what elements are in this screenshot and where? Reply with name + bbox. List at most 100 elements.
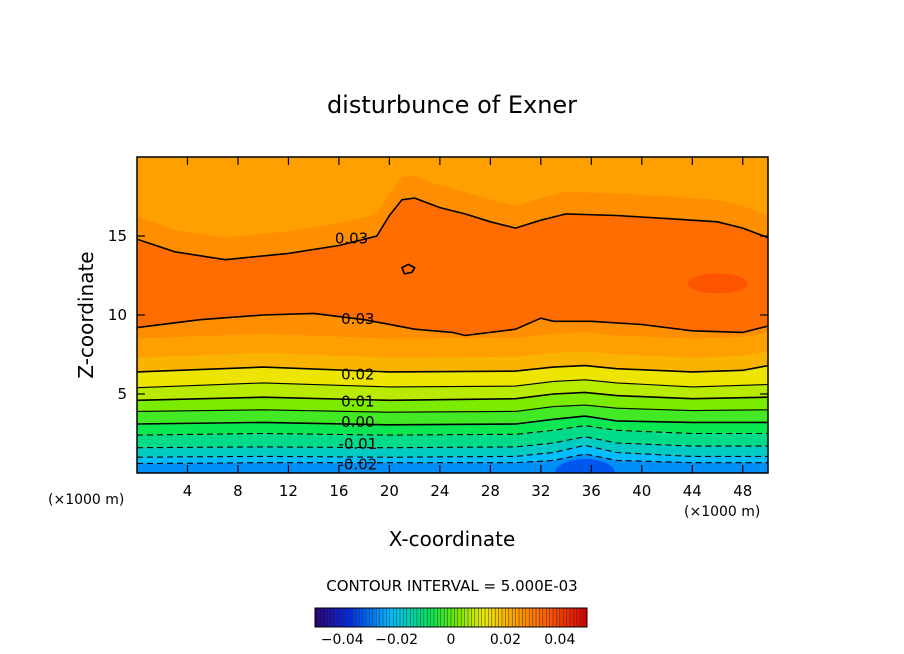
x-tick-label: 48 xyxy=(733,482,752,500)
colorbar-cell xyxy=(434,608,438,627)
x-tick-label: 44 xyxy=(683,482,702,500)
x-tick-label: 36 xyxy=(582,482,601,500)
field-core xyxy=(687,273,748,294)
contour-line xyxy=(137,364,768,373)
colorbar-cell xyxy=(383,608,387,627)
x-tick-label: 16 xyxy=(329,482,348,500)
y-tick-label: 5 xyxy=(117,385,127,403)
colorbar-tick-label: 0.02 xyxy=(490,632,521,648)
colorbar-cell xyxy=(532,608,537,627)
contour-line-negative xyxy=(137,425,768,436)
colorbar-cell xyxy=(542,608,547,627)
colorbar-cell xyxy=(522,608,527,627)
colorbar-cell xyxy=(447,608,452,627)
colorbar-cell xyxy=(505,608,510,627)
colorbar-cell xyxy=(451,608,455,627)
colorbar-cell xyxy=(498,608,503,627)
colorbar-cell xyxy=(332,608,336,627)
colorbar-cell xyxy=(525,608,530,627)
colorbar-cell xyxy=(345,608,350,627)
contour-line xyxy=(137,404,768,413)
field-band xyxy=(137,416,768,436)
colorbar-cell xyxy=(474,608,479,627)
colorbar-cell xyxy=(566,608,571,627)
colorbar-cell xyxy=(481,608,486,627)
x-tick-label: 20 xyxy=(380,482,399,500)
colorbar-cell xyxy=(464,608,469,627)
colorbar-cell xyxy=(485,608,489,627)
y-axis-label: Z-coordinate xyxy=(74,251,98,378)
x-unit-right: (×1000 m) xyxy=(684,504,760,520)
colorbar-cell xyxy=(583,608,588,627)
colorbar-cell xyxy=(444,608,448,627)
colorbar-tick-label: 0.04 xyxy=(544,632,575,648)
colorbar-cell xyxy=(580,608,584,627)
colorbar-cell xyxy=(420,608,425,627)
colorbar-cell xyxy=(563,608,567,627)
colorbar-cell xyxy=(559,608,564,627)
colorbar-cell xyxy=(573,608,578,627)
colorbar-cell xyxy=(359,608,363,627)
colorbar-cell xyxy=(546,608,550,627)
colorbar-cell xyxy=(570,608,574,627)
colorbar-cell xyxy=(369,608,374,627)
colorbar-cell xyxy=(349,608,353,627)
colorbar-cell xyxy=(389,608,394,627)
colorbar-cell xyxy=(400,608,404,627)
colorbar-cell xyxy=(423,608,428,627)
contour-line xyxy=(137,312,768,337)
colorbar-cell xyxy=(315,608,319,627)
field-band xyxy=(137,157,768,238)
colorbar-cell xyxy=(478,608,482,627)
contour-label: 0.03 xyxy=(341,310,374,328)
contour-line-negative xyxy=(137,444,768,458)
field-band xyxy=(137,351,768,372)
colorbar-cell xyxy=(553,608,557,627)
colorbar-cell xyxy=(508,608,513,627)
colorbar-tick-label: 0 xyxy=(447,632,456,648)
colorbar-cell xyxy=(393,608,397,627)
colorbar-cell xyxy=(386,608,391,627)
x-axis: 4 8 12 16 20 24 28 32 36 40 44 48 xyxy=(183,157,752,500)
x-axis-label: X-coordinate xyxy=(389,527,516,551)
x-tick-label: 24 xyxy=(430,482,449,500)
colorbar-cell xyxy=(413,608,418,627)
colorbar-cell xyxy=(403,608,408,627)
colorbar-cell xyxy=(321,608,326,627)
contour-lines xyxy=(137,197,768,465)
y-axis: 5 10 15 xyxy=(108,227,768,403)
colorbar-cell xyxy=(396,608,401,627)
contour-label: 0.01 xyxy=(341,392,374,410)
contour-label: -0.02 xyxy=(338,456,377,474)
contour-interval-text: CONTOUR INTERVAL = 5.000E-03 xyxy=(326,577,577,595)
colorbar-tick-label: −0.02 xyxy=(375,632,418,648)
contour-line-negative xyxy=(137,453,768,465)
contour-label: 0.02 xyxy=(341,366,374,384)
colorbar-cell xyxy=(338,608,343,627)
colorbar-cell xyxy=(335,608,340,627)
colorbar-ticks: −0.04 −0.02 0 0.02 0.04 xyxy=(321,632,576,648)
field-band xyxy=(137,379,768,401)
contour-line xyxy=(137,379,768,389)
x-tick-label: 28 xyxy=(481,482,500,500)
contour-line-negative xyxy=(137,436,768,449)
contour-label: 0.00 xyxy=(341,413,374,431)
colorbar-cell xyxy=(406,608,411,627)
colorbar-cell xyxy=(457,608,462,627)
colorbar-cell xyxy=(427,608,431,627)
colorbar-cell xyxy=(539,608,544,627)
colorbar-cell xyxy=(366,608,370,627)
contour-line xyxy=(137,415,768,426)
colorbar-cell xyxy=(512,608,516,627)
contour-line xyxy=(137,391,768,402)
field-band xyxy=(137,176,768,260)
colorbar-cell xyxy=(437,608,442,627)
colorbar-cell xyxy=(318,608,323,627)
colorbar-cell xyxy=(471,608,476,627)
colorbar-cell xyxy=(549,608,554,627)
x-tick-label: 40 xyxy=(632,482,651,500)
colorbar-cell xyxy=(529,608,533,627)
y-tick-label: 10 xyxy=(108,306,127,324)
colorbar-cell xyxy=(491,608,496,627)
